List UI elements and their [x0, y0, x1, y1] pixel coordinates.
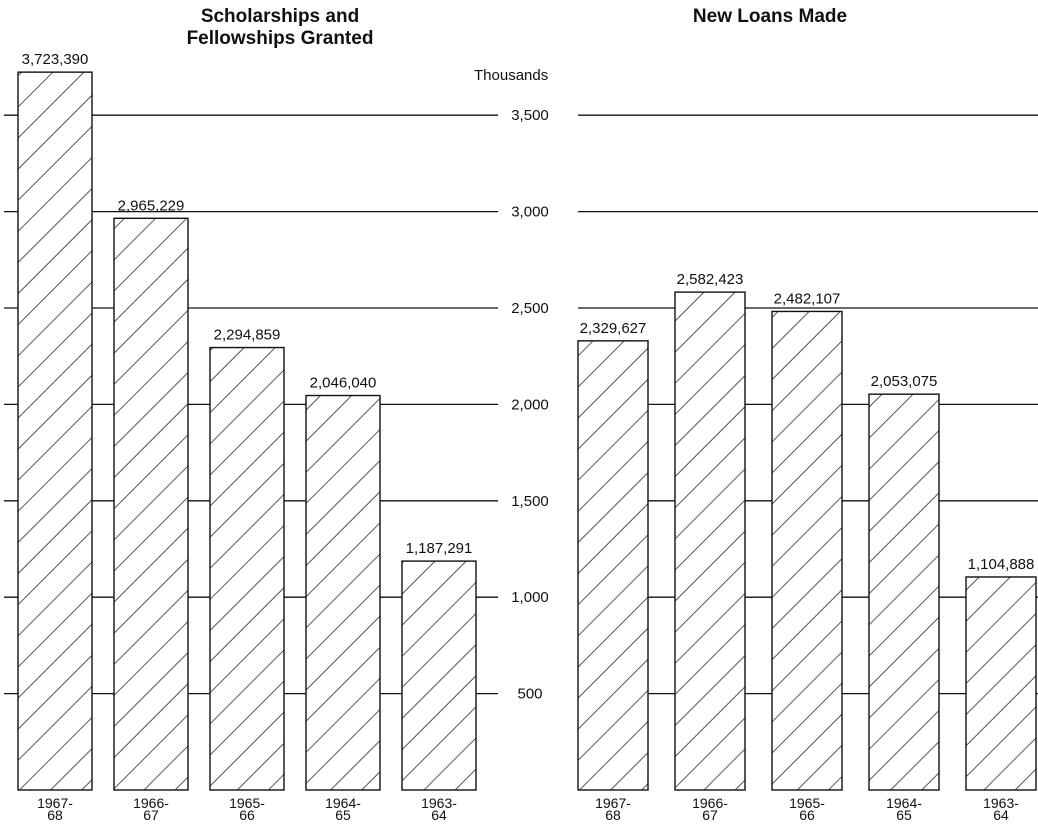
- x-tick-label: 66: [799, 807, 815, 823]
- y-tick-label: 2,500: [511, 300, 549, 317]
- bar-value-label: 2,965,229: [118, 197, 185, 214]
- bar-scholarships-1967-68: [18, 72, 92, 790]
- bar-value-label: 2,482,107: [774, 290, 841, 307]
- x-tick-label: 67: [702, 807, 718, 823]
- x-tick-label: 67: [143, 807, 159, 823]
- y-tick-label: 500: [517, 686, 542, 703]
- bar-loans-1967-68: [578, 341, 648, 790]
- bar-scholarships-1966-67: [114, 218, 188, 790]
- bar-value-label: 1,104,888: [968, 556, 1035, 573]
- bar-loans-1966-67: [675, 292, 745, 790]
- bar-value-label: 2,053,075: [871, 373, 938, 390]
- y-tick-label: 1,000: [511, 589, 549, 606]
- bar-loans-1965-66: [772, 311, 842, 790]
- bar-loans-1964-65: [869, 394, 939, 790]
- y-tick-label: 3,000: [511, 204, 549, 221]
- x-tick-label: 68: [47, 807, 63, 823]
- x-tick-label: 64: [993, 807, 1009, 823]
- bar-value-label: 2,046,040: [310, 375, 377, 392]
- x-tick-label: 68: [605, 807, 621, 823]
- y-tick-label: 3,500: [511, 107, 549, 124]
- x-tick-label: 65: [335, 807, 351, 823]
- x-tick-label: 64: [431, 807, 447, 823]
- y-tick-label: 2,000: [511, 396, 549, 413]
- bar-loans-1963-64: [966, 577, 1036, 790]
- bar-scholarships-1965-66: [210, 348, 284, 790]
- x-tick-label: 66: [239, 807, 255, 823]
- y-tick-label: 1,500: [511, 493, 549, 510]
- x-tick-label: 65: [896, 807, 912, 823]
- bar-scholarships-1963-64: [402, 561, 476, 790]
- bar-scholarships-1964-65: [306, 396, 380, 790]
- bar-value-label: 2,329,627: [580, 320, 647, 337]
- bar-value-label: 2,582,423: [677, 271, 744, 288]
- bar-value-label: 1,187,291: [406, 540, 473, 557]
- bar-value-label: 3,723,390: [22, 51, 89, 68]
- bar-value-label: 2,294,859: [214, 327, 281, 344]
- bars: [18, 72, 1036, 790]
